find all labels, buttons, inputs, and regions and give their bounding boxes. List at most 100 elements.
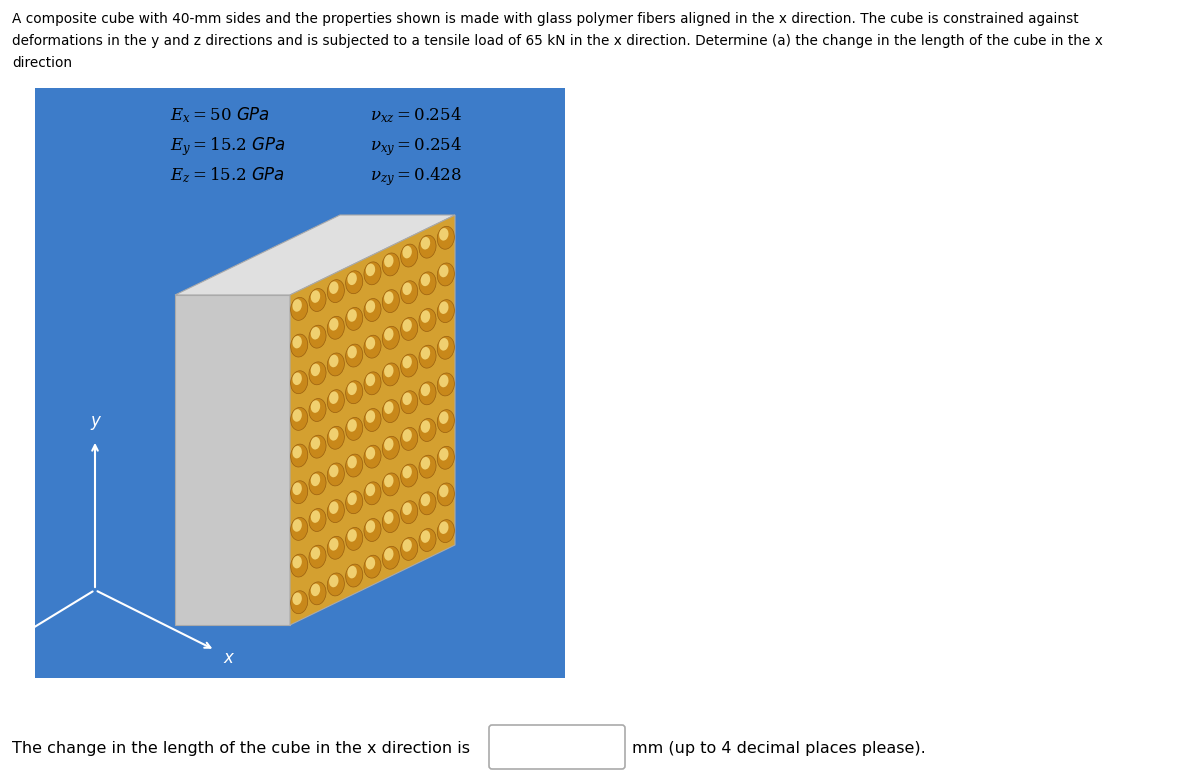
Ellipse shape [364,335,382,358]
Ellipse shape [384,365,394,377]
Ellipse shape [346,528,362,550]
Ellipse shape [308,472,326,495]
Ellipse shape [439,265,449,277]
Ellipse shape [346,491,362,514]
Text: direction: direction [12,56,72,70]
Ellipse shape [437,373,455,396]
Ellipse shape [290,590,307,614]
Ellipse shape [329,538,338,550]
Ellipse shape [383,290,400,312]
Ellipse shape [311,290,320,303]
Ellipse shape [437,483,455,506]
Ellipse shape [383,363,400,386]
Ellipse shape [384,511,394,524]
Ellipse shape [293,482,302,495]
Ellipse shape [328,390,344,413]
Text: mm (up to 4 decimal places please).: mm (up to 4 decimal places please). [632,741,925,756]
Ellipse shape [348,272,356,285]
Ellipse shape [364,298,382,322]
Ellipse shape [402,319,412,332]
Ellipse shape [384,548,394,561]
Ellipse shape [348,309,356,322]
Ellipse shape [328,280,344,302]
Ellipse shape [366,300,376,313]
Ellipse shape [366,520,376,533]
Ellipse shape [402,246,412,258]
Ellipse shape [439,301,449,314]
Ellipse shape [311,474,320,486]
Ellipse shape [290,444,307,467]
Ellipse shape [348,493,356,505]
Text: $\nu_{zy} = 0.428$: $\nu_{zy} = 0.428$ [370,165,462,188]
Ellipse shape [439,411,449,424]
FancyBboxPatch shape [490,725,625,769]
Ellipse shape [402,466,412,478]
Ellipse shape [383,253,400,276]
Ellipse shape [384,474,394,487]
Ellipse shape [329,392,338,404]
Ellipse shape [439,485,449,497]
Text: $E_z = 15.2$ GPa: $E_z = 15.2$ GPa [170,165,286,185]
Ellipse shape [384,328,394,341]
Ellipse shape [329,355,338,367]
Ellipse shape [421,420,430,433]
Ellipse shape [364,518,382,542]
Ellipse shape [383,436,400,460]
Ellipse shape [366,410,376,423]
Text: $\nu_{xy} = 0.254$: $\nu_{xy} = 0.254$ [370,135,462,158]
Ellipse shape [419,529,436,551]
Ellipse shape [437,446,455,469]
Ellipse shape [348,456,356,468]
Ellipse shape [346,381,362,404]
Ellipse shape [419,419,436,442]
Ellipse shape [308,399,326,421]
Ellipse shape [364,409,382,431]
Ellipse shape [401,464,418,487]
Ellipse shape [383,510,400,532]
Ellipse shape [401,244,418,267]
Text: $E_y = 15.2$ GPa: $E_y = 15.2$ GPa [170,135,286,158]
Ellipse shape [401,428,418,450]
Ellipse shape [421,347,430,359]
Ellipse shape [419,345,436,368]
Ellipse shape [421,273,430,286]
Ellipse shape [437,337,455,359]
Ellipse shape [293,299,302,312]
Ellipse shape [293,519,302,532]
Ellipse shape [402,283,412,295]
Ellipse shape [421,237,430,250]
Ellipse shape [308,325,326,348]
Ellipse shape [329,281,338,294]
Ellipse shape [290,371,307,394]
Ellipse shape [402,392,412,405]
Polygon shape [175,215,455,295]
Ellipse shape [346,271,362,294]
Ellipse shape [311,363,320,376]
Ellipse shape [329,501,338,514]
Ellipse shape [401,281,418,304]
Ellipse shape [328,463,344,486]
Ellipse shape [311,547,320,560]
Ellipse shape [419,382,436,405]
FancyBboxPatch shape [35,88,565,678]
Text: $E_x = 50$ GPa: $E_x = 50$ GPa [170,105,270,124]
Ellipse shape [437,520,455,543]
Ellipse shape [439,448,449,460]
Ellipse shape [308,582,326,604]
Text: $\nu_{xz} = 0.254$: $\nu_{xz} = 0.254$ [370,105,462,124]
Ellipse shape [293,446,302,458]
Ellipse shape [290,407,307,431]
Ellipse shape [348,529,356,542]
Ellipse shape [402,429,412,442]
Ellipse shape [328,500,344,522]
Ellipse shape [311,511,320,523]
Ellipse shape [366,264,376,276]
Ellipse shape [384,291,394,304]
Ellipse shape [383,399,400,423]
Ellipse shape [346,417,362,440]
Ellipse shape [364,482,382,505]
Ellipse shape [348,382,356,395]
Ellipse shape [439,375,449,388]
Ellipse shape [383,473,400,496]
Ellipse shape [366,484,376,496]
